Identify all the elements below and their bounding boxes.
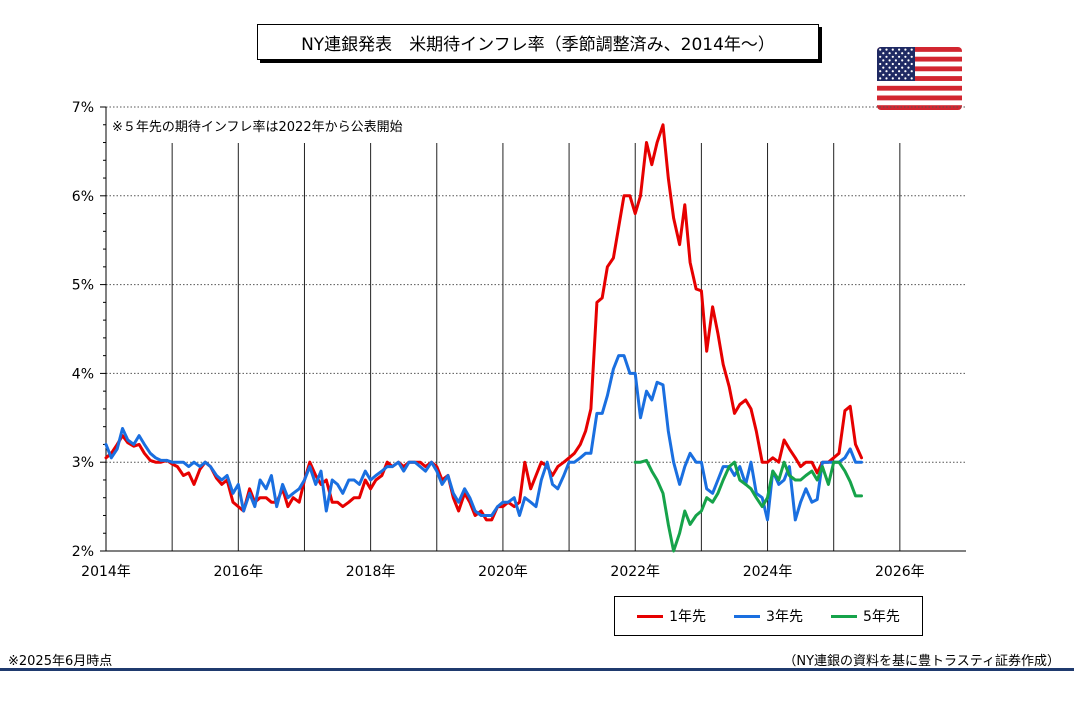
flag-star	[901, 59, 904, 62]
flag-star	[882, 73, 885, 76]
us-flag-icon	[877, 47, 962, 110]
flag-star	[910, 62, 913, 66]
flag-star	[885, 70, 888, 73]
flag-star	[879, 48, 882, 51]
flag-star	[891, 70, 894, 73]
flag-star	[879, 55, 882, 58]
flag-star	[879, 70, 882, 73]
flag-star	[885, 55, 888, 58]
flag-star	[907, 59, 910, 62]
flag-star	[879, 77, 882, 80]
flag-star	[904, 62, 907, 66]
flag-star	[910, 77, 913, 80]
flag-star	[904, 48, 907, 51]
flag-star	[904, 70, 907, 73]
flag-star	[904, 55, 907, 58]
flag-star	[907, 52, 910, 55]
x-tick-label: 2018年	[346, 564, 396, 580]
flag-star	[898, 55, 901, 58]
legend-swatch	[830, 614, 857, 618]
flag-star	[888, 52, 891, 55]
legend-item: 1年先	[637, 606, 706, 626]
x-tick-label: 2026年	[875, 564, 925, 580]
bottom-rule	[0, 668, 1074, 671]
flag-star	[901, 73, 904, 76]
legend-label: 1年先	[669, 609, 707, 625]
source-note: （NY連銀の資料を基に豊トラスティ証券作成）	[783, 654, 1060, 669]
flag-star	[894, 73, 897, 76]
y-tick-label: 2%	[72, 544, 94, 560]
flag-star	[894, 59, 897, 62]
x-tick-label: 2022年	[610, 564, 660, 580]
flag-star	[882, 52, 885, 55]
flag-star	[882, 66, 885, 69]
legend-label: 5年先	[862, 609, 900, 625]
flag-star	[898, 48, 901, 51]
flag-star	[907, 66, 910, 69]
x-tick-label: 2016年	[213, 564, 263, 580]
flag-star	[885, 62, 888, 66]
flag-star	[894, 52, 897, 55]
series-line-1年先	[104, 123, 863, 522]
flag-star	[882, 59, 885, 62]
flag-star	[901, 52, 904, 55]
y-tick-label: 4%	[72, 366, 94, 382]
y-tick-label: 5%	[72, 278, 94, 294]
flag-star	[885, 48, 888, 51]
chart-title: NY連銀発表 米期待インフレ率（季節調整済み、2014年～）	[257, 24, 819, 60]
flag-star	[894, 66, 897, 69]
flag-star	[898, 70, 901, 73]
chart-legend: 1年先 3年先 5年先	[614, 596, 923, 636]
flag-star	[904, 77, 907, 80]
x-tick-label: 2024年	[743, 564, 793, 580]
flag-star	[910, 48, 913, 51]
flag-star	[898, 77, 901, 80]
legend-label: 3年先	[766, 609, 803, 625]
flag-star	[891, 77, 894, 80]
flag-star	[891, 48, 894, 51]
flag-star	[888, 59, 891, 62]
flag-star	[898, 62, 901, 66]
flag-star	[888, 73, 891, 76]
series-line-3年先	[104, 354, 863, 522]
flag-star	[891, 62, 894, 66]
series-line-5年先	[633, 458, 863, 553]
chart-annotation: ※５年先の期待インフレ率は2022年から公表開始	[112, 119, 403, 135]
legend-swatch	[637, 614, 664, 618]
flag-star	[888, 66, 891, 69]
y-tick-label: 3%	[72, 455, 94, 471]
x-tick-label: 2014年	[81, 564, 131, 580]
as-of-note: ※2025年6月時点	[8, 654, 113, 669]
flag-star	[910, 55, 913, 58]
legend-item: 3年先	[734, 606, 803, 626]
flag-star	[907, 73, 910, 76]
y-tick-label: 7%	[72, 100, 94, 116]
legend-swatch	[734, 614, 761, 618]
flag-star	[885, 77, 888, 80]
x-tick-label: 2020年	[478, 564, 528, 580]
flag-star	[891, 55, 894, 58]
y-tick-label: 6%	[72, 189, 94, 205]
legend-item: 5年先	[830, 606, 900, 626]
flag-star	[910, 70, 913, 73]
flag-star	[879, 62, 882, 66]
flag-star	[901, 66, 904, 69]
